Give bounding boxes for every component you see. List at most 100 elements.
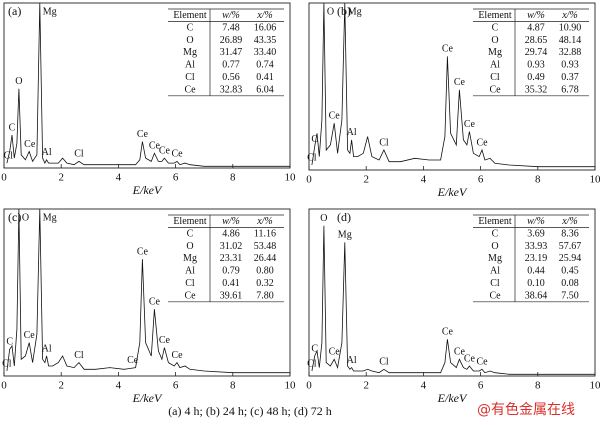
x-tick-label: 4 — [116, 380, 122, 392]
peak-label: Al — [347, 127, 357, 138]
table-cell: 4.87 — [527, 22, 545, 33]
table-cell: 0.10 — [527, 278, 545, 289]
table-cell: 43.35 — [254, 35, 277, 46]
plot-frame — [308, 208, 596, 377]
table-cell: Al — [185, 60, 195, 71]
peak-label: Ce — [464, 353, 476, 364]
table-cell: 0.93 — [561, 60, 579, 71]
table-cell: Al — [490, 60, 500, 71]
panel-label: (a) — [8, 4, 21, 18]
table-cell: 0.37 — [561, 72, 579, 83]
x-tick-label: 10 — [285, 172, 297, 184]
peak-label: Ce — [329, 347, 341, 358]
peak-label: Cl — [307, 152, 317, 163]
peak-label: Ce — [442, 327, 454, 338]
table-cell: 48.14 — [559, 35, 582, 46]
table-cell: 6.78 — [561, 84, 579, 95]
peak-label: Mg — [338, 230, 352, 241]
peak-label: Ce — [171, 350, 183, 361]
x-tick-label: 8 — [535, 174, 541, 186]
table-cell: 0.79 — [222, 266, 240, 277]
peak-label: Ce — [149, 140, 161, 151]
x-tick-label: 2 — [363, 174, 369, 186]
peak-label: Mg — [348, 6, 362, 17]
table-cell: 6.04 — [256, 84, 274, 95]
plot-frame — [3, 208, 291, 377]
table-cell: C — [187, 228, 194, 239]
table-cell: 0.77 — [222, 60, 240, 71]
table-cell: 32.88 — [559, 47, 582, 58]
x-tick-label: 8 — [230, 172, 236, 184]
peak-label: C — [311, 134, 318, 145]
table-cell: O — [491, 35, 498, 46]
peak-label: Al — [42, 343, 52, 354]
peak-label: Ce — [464, 119, 476, 130]
table-cell: O — [186, 241, 193, 252]
peak-label: C — [9, 122, 16, 133]
peak-label: Ce — [159, 335, 171, 346]
table-cell: Ce — [184, 290, 196, 301]
table-cell: 26.89 — [220, 35, 243, 46]
table-cell: 3.69 — [527, 228, 545, 239]
panel-label: (c) — [8, 210, 21, 224]
table-cell: 7.48 — [222, 22, 240, 33]
table-cell: 0.32 — [256, 278, 274, 289]
table-header: w/% — [527, 216, 545, 227]
table-cell: 32.83 — [220, 84, 243, 95]
table-cell: 0.74 — [256, 60, 274, 71]
peak-label: Cl — [2, 358, 12, 369]
x-tick-label: 4 — [421, 174, 427, 186]
x-tick-label: 4 — [421, 380, 427, 392]
peak-label: Al — [42, 147, 52, 158]
x-axis-label: E/keV — [437, 185, 468, 199]
x-axis-label: E/keV — [437, 391, 468, 405]
x-tick-label: 4 — [116, 172, 122, 184]
panel-label: (d) — [337, 210, 351, 224]
table-cell: 0.41 — [222, 278, 240, 289]
table-cell: 0.44 — [527, 266, 545, 277]
peak-label: Cl — [379, 357, 389, 368]
peak-label: C — [311, 343, 318, 354]
table-cell: 7.80 — [256, 290, 274, 301]
x-tick-label: 10 — [285, 380, 297, 392]
table-cell: Mg — [183, 47, 197, 58]
spectrum — [311, 225, 595, 375]
table-cell: Cl — [490, 72, 500, 83]
table-cell: Ce — [489, 290, 501, 301]
table-cell: 0.56 — [222, 72, 240, 83]
table-cell: 33.93 — [525, 241, 548, 252]
peak-label: Ce — [149, 296, 161, 307]
table-cell: Ce — [184, 84, 196, 95]
peak-label: Ce — [24, 330, 36, 341]
table-cell: 26.44 — [254, 253, 277, 264]
table-cell: 23.19 — [525, 253, 548, 264]
x-axis-label: E/keV — [132, 183, 163, 197]
peak-label: Ce — [442, 44, 454, 55]
peak-label: Mg — [43, 212, 57, 223]
table-header: x/% — [256, 10, 273, 21]
table-header: w/% — [527, 10, 545, 21]
peak-label: Ce — [476, 357, 488, 368]
x-tick-label: 0 — [306, 380, 312, 392]
table-cell: Al — [490, 266, 500, 277]
peak-label: Ce — [171, 149, 183, 160]
peak-label: Al — [347, 355, 357, 366]
x-tick-label: 10 — [590, 174, 600, 186]
table-cell: 0.08 — [561, 278, 579, 289]
table-cell: O — [491, 241, 498, 252]
peak-label: Cl — [74, 149, 84, 160]
table-cell: 0.49 — [527, 72, 545, 83]
table-cell: Cl — [490, 278, 500, 289]
peak-label: Cl — [4, 150, 14, 161]
x-tick-label: 0 — [1, 172, 7, 184]
table-cell: 11.16 — [254, 228, 276, 239]
table-cell: 16.06 — [254, 22, 277, 33]
table-cell: 31.02 — [220, 241, 243, 252]
table-cell: 0.41 — [256, 72, 274, 83]
table-header: w/% — [222, 10, 240, 21]
spectrum — [6, 209, 290, 374]
table-cell: 0.80 — [256, 266, 274, 277]
table-header: Element — [173, 10, 207, 21]
x-tick-label: 6 — [173, 380, 179, 392]
